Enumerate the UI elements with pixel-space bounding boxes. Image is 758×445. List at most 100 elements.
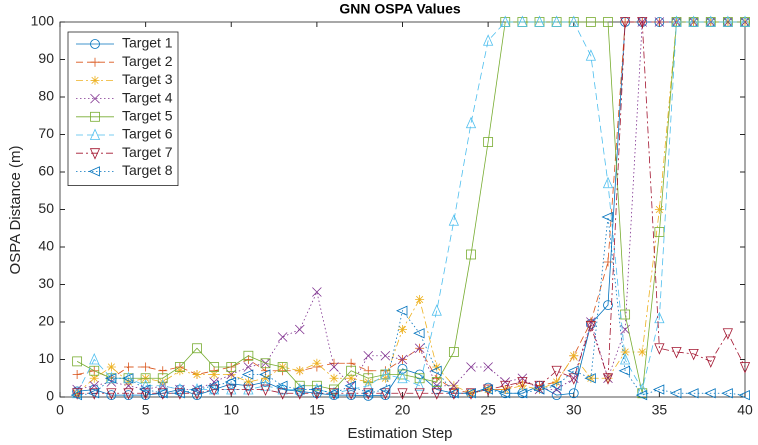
series-line	[77, 21, 745, 390]
x-tick-label: 25	[480, 402, 496, 418]
marker	[550, 380, 562, 391]
marker	[534, 15, 545, 27]
marker	[603, 17, 613, 27]
marker	[466, 249, 476, 260]
marker	[448, 214, 459, 226]
x-tick-label: 20	[395, 402, 411, 418]
marker	[397, 388, 408, 400]
marker	[671, 347, 682, 359]
marker	[72, 356, 83, 367]
marker	[226, 384, 237, 396]
marker	[620, 17, 631, 29]
marker	[89, 388, 100, 400]
marker	[89, 148, 101, 160]
marker	[261, 373, 270, 383]
marker	[498, 388, 511, 399]
y-tick-label: 40	[38, 238, 54, 254]
marker	[243, 377, 253, 387]
marker	[739, 15, 751, 27]
marker	[414, 373, 425, 384]
marker	[585, 320, 596, 333]
legend-label: Target 6	[122, 126, 173, 142]
marker	[209, 362, 220, 372]
marker	[380, 350, 391, 361]
marker	[140, 373, 151, 384]
marker	[688, 15, 699, 27]
marker	[174, 362, 185, 372]
marker	[465, 388, 477, 400]
marker	[329, 358, 339, 368]
marker	[704, 388, 716, 399]
marker	[380, 373, 390, 383]
marker	[276, 380, 288, 391]
marker	[481, 384, 494, 395]
marker	[431, 388, 442, 400]
marker	[312, 358, 322, 368]
marker	[397, 371, 408, 384]
y-axis-label: OSPA Distance (m)	[7, 146, 24, 275]
marker	[670, 388, 682, 399]
marker	[483, 34, 494, 46]
marker	[396, 305, 408, 316]
marker	[397, 354, 408, 365]
y-tick-label: 90	[38, 50, 54, 66]
marker	[243, 383, 254, 395]
marker	[654, 311, 665, 324]
marker	[123, 388, 134, 400]
marker	[500, 15, 511, 27]
marker	[620, 353, 631, 365]
marker	[312, 287, 322, 297]
marker	[568, 373, 579, 385]
legend-label: Target 4	[122, 89, 173, 105]
marker	[637, 347, 647, 357]
marker	[635, 390, 648, 401]
marker	[88, 166, 100, 177]
marker	[687, 388, 699, 399]
y-tick-label: 10	[38, 350, 54, 366]
marker	[87, 388, 100, 399]
series	[72, 15, 751, 399]
marker	[346, 388, 357, 400]
marker	[432, 362, 442, 372]
marker	[277, 362, 288, 372]
marker	[652, 384, 665, 395]
marker	[722, 328, 733, 340]
marker	[618, 365, 631, 376]
marker	[173, 388, 185, 399]
marker	[483, 137, 494, 147]
marker	[483, 362, 493, 372]
marker	[106, 388, 117, 400]
legend-box	[67, 31, 179, 187]
legend-label: Target 7	[122, 144, 173, 160]
x-axis-label: Estimation Step	[347, 425, 452, 442]
legend-label: Target 8	[122, 162, 173, 178]
marker	[414, 343, 425, 354]
marker	[294, 324, 305, 335]
y-tick-label: 100	[31, 13, 55, 29]
marker	[156, 388, 168, 399]
marker	[72, 370, 82, 379]
marker	[346, 373, 356, 383]
marker	[568, 388, 579, 399]
marker	[551, 390, 562, 401]
marker	[654, 17, 665, 27]
marker	[517, 381, 527, 391]
marker	[552, 377, 562, 387]
marker	[654, 343, 665, 355]
marker	[601, 211, 613, 223]
marker	[603, 257, 613, 267]
marker	[344, 380, 357, 391]
marker	[654, 227, 665, 237]
marker	[192, 343, 202, 354]
marker	[363, 373, 374, 384]
marker	[705, 356, 716, 368]
marker	[174, 388, 185, 400]
marker	[224, 376, 237, 388]
marker	[277, 332, 288, 342]
marker	[515, 388, 528, 399]
marker	[637, 383, 648, 395]
marker	[140, 379, 151, 391]
marker	[106, 371, 117, 384]
marker	[688, 348, 699, 361]
